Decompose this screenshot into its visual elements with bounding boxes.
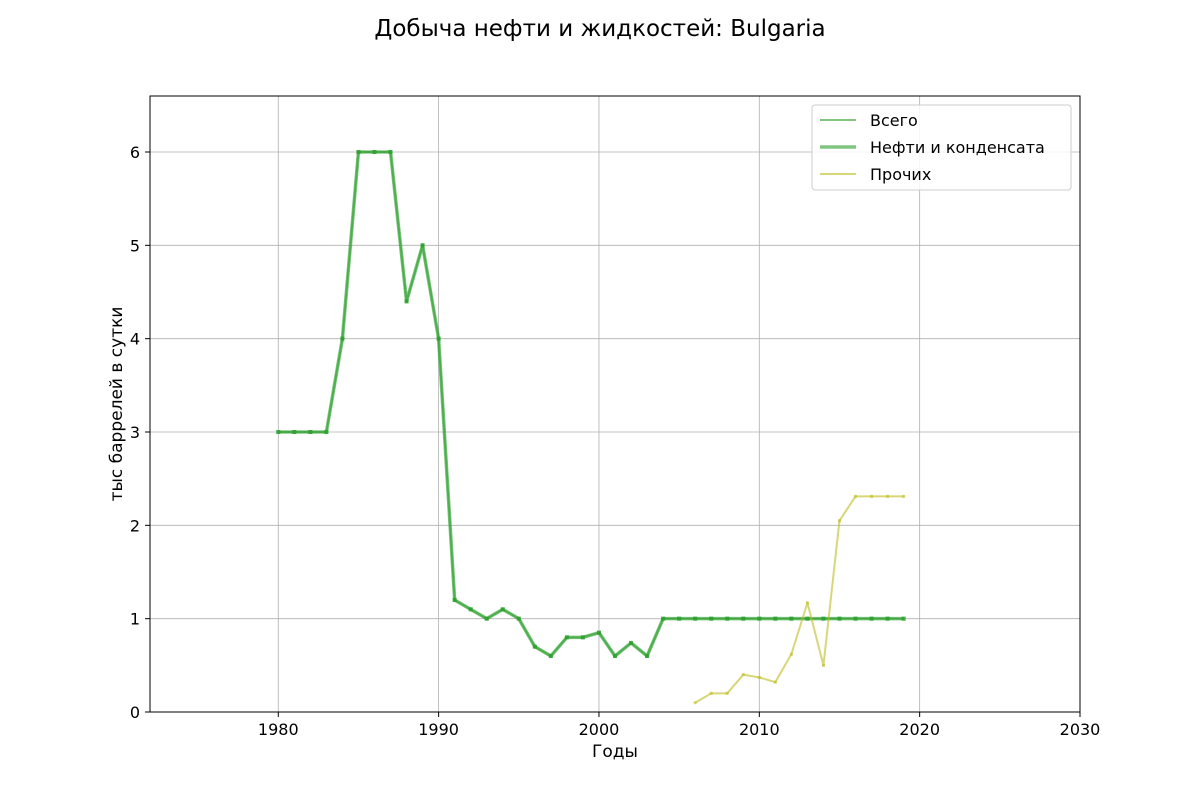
data-point-oil <box>596 630 601 635</box>
data-point-other <box>709 691 713 695</box>
data-point-other <box>741 673 745 677</box>
data-point-oil <box>853 616 858 621</box>
ticks: 1980 1990 2000 2010 2020 2030 0 1 2 3 4 5 6 <box>130 143 1101 739</box>
data-point-oil <box>516 616 521 621</box>
data-point-oil <box>372 150 377 154</box>
data-point-oil <box>500 607 505 612</box>
data-point-oil <box>661 616 666 621</box>
data-point-oil <box>580 635 585 640</box>
data-point-oil <box>436 336 441 341</box>
x-axis-label: Годы <box>592 742 638 762</box>
data-point-other <box>821 663 825 667</box>
data-point-oil <box>276 430 281 434</box>
legend-label-oil: Нефти и конденсата <box>870 138 1045 157</box>
y-tick-label: 5 <box>130 236 140 255</box>
data-point-other <box>789 652 793 656</box>
series-line-other <box>694 495 904 704</box>
data-point-oil <box>613 654 617 658</box>
data-point-oil <box>468 607 473 612</box>
data-point-oil <box>901 616 906 621</box>
x-tick-label: 2030 <box>1060 720 1101 739</box>
y-tick-label: 2 <box>130 516 140 535</box>
data-point-oil <box>356 150 361 154</box>
data-point-oil <box>452 598 457 602</box>
data-point-oil <box>821 616 826 621</box>
data-point-oil <box>324 430 329 434</box>
data-point-oil <box>484 616 489 621</box>
series-line-total <box>278 151 904 657</box>
data-point-oil <box>677 616 682 621</box>
data-point-oil <box>420 243 425 248</box>
data-point-oil <box>629 640 634 645</box>
data-point-oil <box>388 150 393 154</box>
data-point-oil <box>757 616 762 621</box>
x-tick-label: 1990 <box>418 720 459 739</box>
y-tick-label: 6 <box>130 143 140 162</box>
data-point-other <box>837 519 841 523</box>
series-line-oil <box>278 150 904 658</box>
x-tick-label: 1980 <box>258 720 299 739</box>
data-point-oil <box>773 616 778 621</box>
y-tick-label: 1 <box>130 610 140 629</box>
data-point-oil <box>693 616 698 621</box>
data-point-other <box>870 494 874 498</box>
data-point-other <box>854 494 858 498</box>
plot-frame <box>149 95 1081 713</box>
data-point-other <box>773 680 777 684</box>
data-point-oil <box>709 616 714 621</box>
data-point-oil <box>725 616 730 621</box>
data-point-oil <box>885 616 890 621</box>
data-point-other <box>902 494 906 498</box>
series-layer <box>276 150 906 705</box>
y-tick-label: 3 <box>130 423 140 442</box>
data-point-other <box>725 691 729 695</box>
data-point-oil <box>645 654 650 658</box>
data-point-oil <box>837 616 842 621</box>
data-point-oil <box>340 336 345 341</box>
data-point-oil <box>292 430 297 434</box>
data-point-oil <box>564 635 569 640</box>
data-point-other <box>886 494 890 498</box>
data-point-oil <box>869 616 874 621</box>
x-tick-label: 2020 <box>899 720 940 739</box>
x-tick-label: 2000 <box>579 720 620 739</box>
x-tick-label: 2010 <box>739 720 780 739</box>
legend: Всего Нефти и конденсата Прочих <box>811 104 1072 191</box>
legend-label-other: Прочих <box>870 165 931 184</box>
data-point-other <box>693 701 697 705</box>
data-point-other <box>805 601 809 605</box>
data-point-oil <box>789 616 794 621</box>
y-tick-label: 4 <box>130 330 140 349</box>
legend-label-total: Всего <box>870 111 918 130</box>
data-point-oil <box>741 616 746 621</box>
data-point-oil <box>532 644 537 649</box>
data-point-oil <box>308 430 313 434</box>
legend-frame <box>811 104 1072 191</box>
y-tick-label: 0 <box>130 703 140 722</box>
data-point-oil <box>548 654 553 658</box>
y-axis-label: тыс баррелей в сутки <box>107 307 127 502</box>
chart-title: Добыча нефти и жидкостей: Bulgaria <box>374 16 825 42</box>
data-point-oil <box>805 616 810 621</box>
data-point-oil <box>404 299 409 304</box>
data-point-other <box>757 675 761 679</box>
